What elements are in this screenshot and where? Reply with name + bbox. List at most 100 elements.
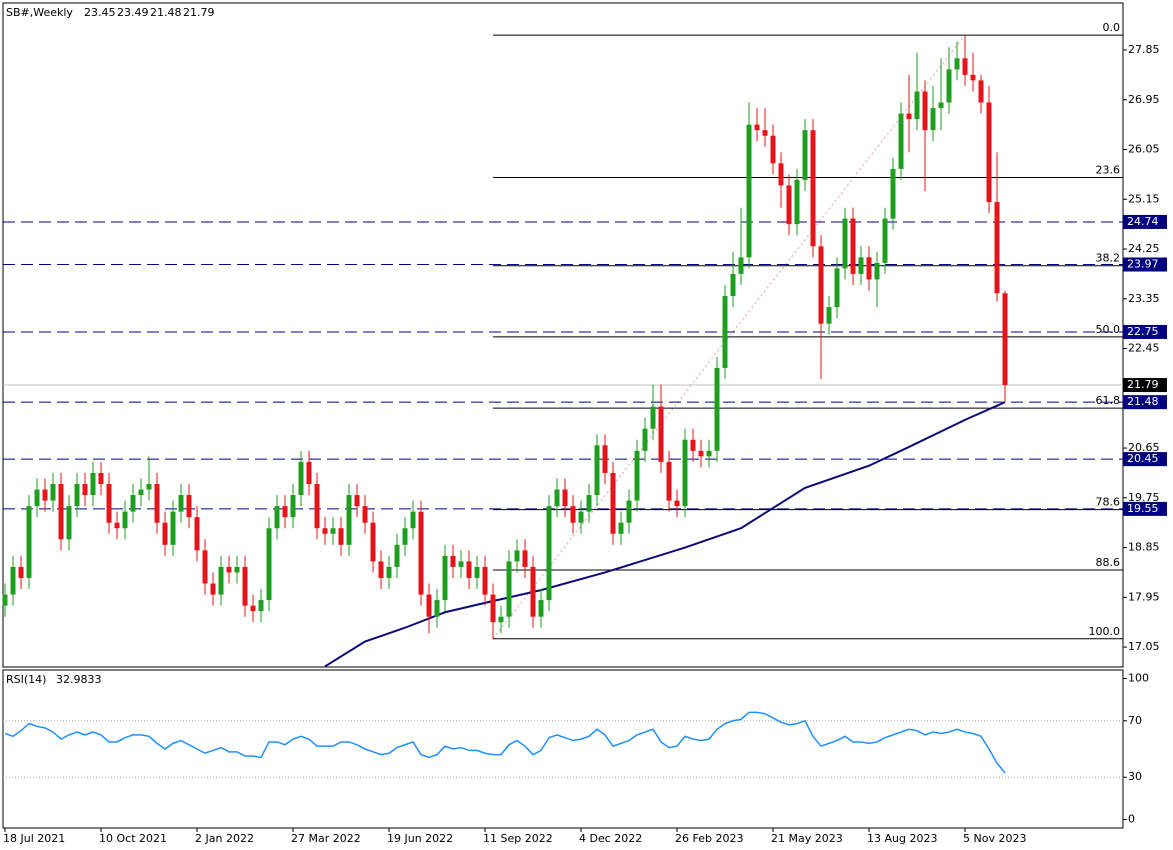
candle-body [874, 262, 880, 280]
candle-body [370, 522, 376, 562]
y-tick-label: 70 [1128, 714, 1142, 727]
candle-body [650, 406, 656, 429]
candle-body [26, 506, 32, 578]
candle-body [50, 483, 56, 501]
candle-body [130, 495, 136, 512]
candle-body [386, 566, 392, 578]
candle-body [466, 561, 472, 578]
candle-body [626, 500, 632, 523]
x-tick-label: 19 Jun 2022 [387, 832, 453, 845]
x-tick-label: 10 Oct 2021 [99, 832, 167, 845]
candle-body [354, 495, 360, 507]
y-tick-label: 18.85 [1128, 541, 1160, 554]
level-label: 20.45 [1127, 452, 1159, 465]
candle-body [906, 113, 912, 120]
candle-body [562, 489, 568, 507]
candle-body [930, 108, 936, 131]
fib-level-label: 50.0 [1096, 323, 1121, 336]
candle-body [762, 130, 768, 136]
candle-body [938, 102, 944, 109]
candle-body [474, 566, 480, 578]
y-tick-label: 24.25 [1128, 242, 1160, 255]
candle-body [690, 439, 696, 451]
candle-body [66, 506, 72, 540]
y-tick-label: 23.35 [1128, 292, 1160, 305]
candle-body [754, 124, 760, 131]
fib-level-label: 78.6 [1096, 496, 1121, 509]
candle-body [594, 445, 600, 496]
candle-body [90, 472, 96, 496]
candle-body [394, 544, 400, 567]
candle-body [410, 511, 416, 529]
header-close: 21.79 [183, 6, 215, 19]
candle-body [378, 561, 384, 578]
rsi-line [4, 711, 1006, 774]
candle-body [10, 566, 16, 595]
header-low: 21.48 [150, 6, 182, 19]
x-tick-label: 13 Aug 2023 [867, 832, 937, 845]
y-tick-label: 17.05 [1128, 640, 1160, 653]
candle-body [418, 511, 424, 595]
candle-body [714, 367, 720, 451]
candle-body [530, 566, 536, 617]
level-label: 23.97 [1127, 258, 1159, 271]
candle-body [114, 522, 120, 529]
candle-body [362, 506, 368, 523]
candle-body [122, 511, 128, 529]
fib-level-label: 0.0 [1103, 21, 1121, 34]
candle-body [482, 566, 488, 595]
candle-body [426, 594, 432, 617]
candle-body [298, 461, 304, 496]
candle-body [138, 489, 144, 496]
candle-body [242, 566, 248, 606]
candle-body [82, 483, 88, 496]
candle-body [866, 257, 872, 280]
candle-body [1002, 293, 1008, 386]
candle-body [146, 483, 152, 490]
candle-body [346, 495, 352, 545]
candle-body [322, 528, 328, 534]
candle-body [290, 495, 296, 518]
candle-body [658, 406, 664, 462]
y-tick-label: 19.75 [1128, 491, 1160, 504]
last-price-label: 21.79 [1127, 378, 1159, 391]
candle-body [738, 257, 744, 274]
candle-body [618, 522, 624, 534]
y-tick-label: 30 [1128, 770, 1142, 783]
candle-body [546, 506, 552, 601]
candle-body [34, 489, 40, 507]
candle-body [170, 511, 176, 545]
x-tick-label: 5 Nov 2023 [963, 832, 1026, 845]
level-label: 19.55 [1127, 502, 1159, 515]
candle-body [802, 130, 808, 180]
candle-body [770, 135, 776, 164]
y-tick-label: 26.95 [1128, 93, 1160, 106]
rsi-title: RSI(14) [6, 673, 46, 686]
candle-body [954, 58, 960, 70]
candle-body [58, 483, 64, 540]
candle-body [306, 461, 312, 484]
candle-body [18, 566, 24, 578]
fib-level-label: 100.0 [1089, 625, 1121, 638]
level-label-box [1123, 214, 1167, 229]
candle-body [514, 550, 520, 562]
candle-body [106, 483, 112, 523]
candle-body [978, 80, 984, 103]
candle-body [914, 91, 920, 120]
symbol-title: SB#,Weekly [6, 6, 73, 19]
candle-body [682, 439, 688, 507]
x-tick-label: 26 Feb 2023 [675, 832, 743, 845]
level-label: 22.75 [1127, 325, 1159, 338]
candle-body [962, 58, 968, 75]
candle-body [882, 218, 888, 263]
candle-body [642, 428, 648, 451]
fib-level-label: 88.6 [1096, 556, 1121, 569]
candle-body [250, 605, 256, 612]
candle-body [794, 179, 800, 225]
candle-body [890, 168, 896, 219]
candle-body [202, 550, 208, 584]
candle-body [538, 600, 544, 617]
candle-body [402, 528, 408, 545]
